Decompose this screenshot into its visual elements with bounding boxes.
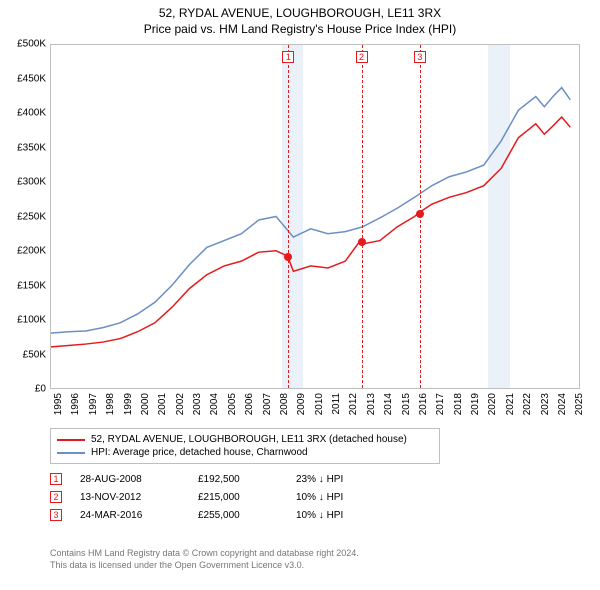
x-axis-tick-label: 2022 (522, 393, 533, 415)
sale-marker-line (288, 45, 289, 388)
y-axis-tick-label: £250K (17, 211, 46, 222)
y-axis-tick-label: £0 (35, 384, 46, 395)
chart-subtitle: Price paid vs. HM Land Registry's House … (0, 20, 600, 40)
x-axis-tick-label: 2010 (314, 393, 325, 415)
x-axis-tick-label: 2000 (140, 393, 151, 415)
x-axis-tick-label: 2008 (279, 393, 290, 415)
x-axis-tick-label: 2003 (192, 393, 203, 415)
sale-marker-box: 3 (414, 51, 426, 63)
event-table: 1 28-AUG-2008 £192,500 23% ↓ HPI 2 13-NOV-201… (50, 470, 396, 524)
x-axis-tick-label: 2013 (366, 393, 377, 415)
x-axis-tick-label: 2019 (470, 393, 481, 415)
event-row: 1 28-AUG-2008 £192,500 23% ↓ HPI (50, 470, 396, 488)
event-row: 2 13-NOV-2012 £215,000 10% ↓ HPI (50, 488, 396, 506)
x-axis-tick-label: 2015 (401, 393, 412, 415)
legend-swatch (57, 452, 85, 454)
x-axis-tick-label: 2014 (383, 393, 394, 415)
series-line (51, 88, 570, 334)
event-date: 13-NOV-2012 (80, 492, 180, 503)
x-axis-tick-label: 2009 (296, 393, 307, 415)
x-axis-tick-label: 2025 (574, 393, 585, 415)
legend-label: 52, RYDAL AVENUE, LOUGHBOROUGH, LE11 3RX… (91, 434, 407, 445)
chart-plot-area: 1 2 3 (50, 44, 580, 389)
page-container: 52, RYDAL AVENUE, LOUGHBOROUGH, LE11 3RX… (0, 0, 600, 590)
y-axis-tick-label: £150K (17, 280, 46, 291)
x-axis-tick-label: 2002 (175, 393, 186, 415)
event-id-box: 1 (50, 473, 62, 485)
x-axis-tick-label: 2005 (227, 393, 238, 415)
x-axis-tick-label: 2011 (331, 393, 342, 415)
x-axis-tick-label: 1995 (53, 393, 64, 415)
event-price: £255,000 (198, 510, 278, 521)
event-price: £192,500 (198, 474, 278, 485)
x-axis-tick-label: 2016 (418, 393, 429, 415)
x-axis-tick-label: 1997 (88, 393, 99, 415)
x-axis-tick-label: 2017 (435, 393, 446, 415)
x-axis-tick-label: 2007 (262, 393, 273, 415)
y-axis-tick-label: £50K (23, 349, 46, 360)
footer-line-2: This data is licensed under the Open Gov… (50, 560, 359, 572)
legend-item: 52, RYDAL AVENUE, LOUGHBOROUGH, LE11 3RX… (57, 433, 433, 446)
y-axis-tick-label: £100K (17, 315, 46, 326)
x-axis-tick-label: 2001 (157, 393, 168, 415)
x-axis-tick-label: 2023 (540, 393, 551, 415)
y-axis-tick-label: £300K (17, 177, 46, 188)
x-axis-tick-label: 2018 (453, 393, 464, 415)
sale-marker-box: 2 (356, 51, 368, 63)
event-id-box: 3 (50, 509, 62, 521)
y-axis-tick-label: £350K (17, 142, 46, 153)
x-axis-tick-label: 2024 (557, 393, 568, 415)
legend-item: HPI: Average price, detached house, Char… (57, 446, 433, 459)
event-date: 28-AUG-2008 (80, 474, 180, 485)
y-axis-tick-label: £500K (17, 39, 46, 50)
event-id-box: 2 (50, 491, 62, 503)
sale-dot (416, 210, 424, 218)
chart-title: 52, RYDAL AVENUE, LOUGHBOROUGH, LE11 3RX (0, 0, 600, 20)
y-axis-tick-label: £200K (17, 246, 46, 257)
chart-legend: 52, RYDAL AVENUE, LOUGHBOROUGH, LE11 3RX… (50, 428, 440, 464)
x-axis-tick-label: 1999 (123, 393, 134, 415)
x-axis-tick-label: 2012 (348, 393, 359, 415)
y-axis-tick-label: £400K (17, 108, 46, 119)
legend-label: HPI: Average price, detached house, Char… (91, 447, 308, 458)
event-delta: 10% ↓ HPI (296, 510, 396, 521)
x-axis-tick-label: 2006 (244, 393, 255, 415)
sale-marker-line (362, 45, 363, 388)
y-axis-tick-label: £450K (17, 73, 46, 84)
x-axis-tick-label: 2021 (505, 393, 516, 415)
sale-marker-box: 1 (282, 51, 294, 63)
event-delta: 23% ↓ HPI (296, 474, 396, 485)
sale-dot (358, 238, 366, 246)
legend-swatch (57, 439, 85, 441)
chart-lines-svg (51, 45, 579, 388)
x-axis-tick-label: 1996 (70, 393, 81, 415)
footer-attribution: Contains HM Land Registry data © Crown c… (50, 548, 359, 571)
x-axis-tick-label: 2004 (209, 393, 220, 415)
event-price: £215,000 (198, 492, 278, 503)
sale-dot (284, 253, 292, 261)
x-axis-tick-label: 2020 (487, 393, 498, 415)
x-axis-tick-label: 1998 (105, 393, 116, 415)
event-delta: 10% ↓ HPI (296, 492, 396, 503)
event-date: 24-MAR-2016 (80, 510, 180, 521)
event-row: 3 24-MAR-2016 £255,000 10% ↓ HPI (50, 506, 396, 524)
footer-line-1: Contains HM Land Registry data © Crown c… (50, 548, 359, 560)
series-line (51, 117, 570, 347)
